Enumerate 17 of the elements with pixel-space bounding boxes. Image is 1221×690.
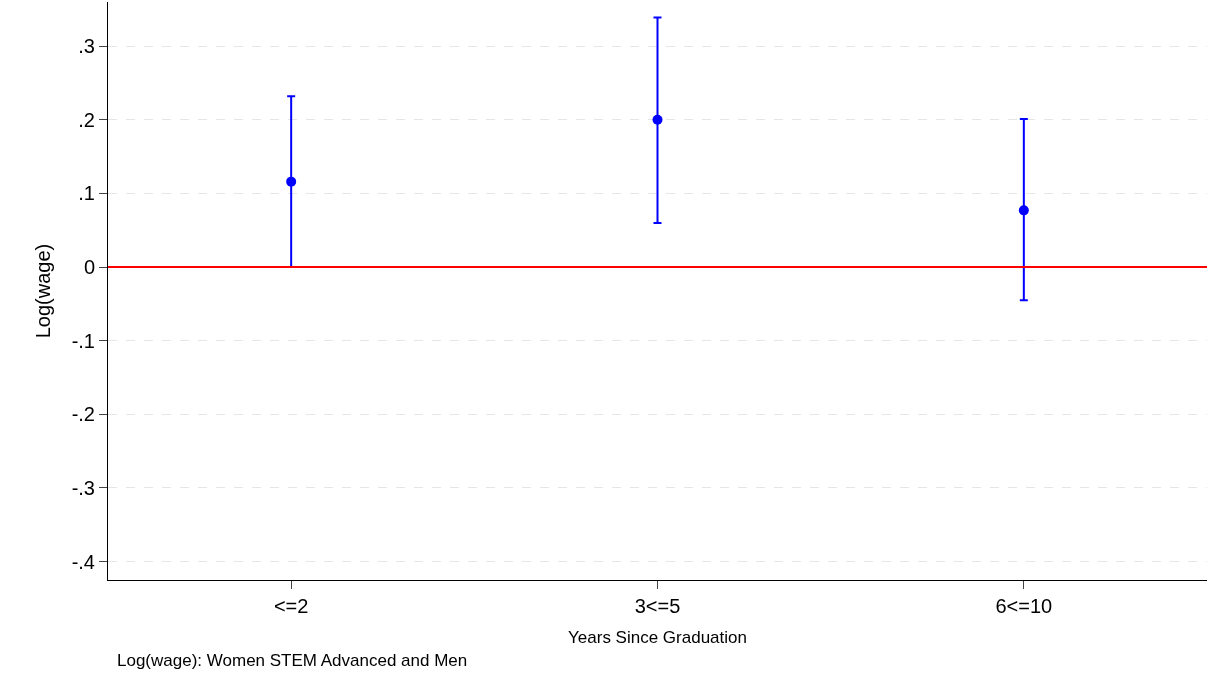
- point: [286, 176, 297, 187]
- y-tick-label: 0: [83, 256, 95, 279]
- text: Log(wage): Women STEM Advanced and Men: [117, 651, 468, 670]
- y-axis-title: Log(wage): [32, 243, 55, 339]
- x-tick-label: 3<=5: [634, 595, 681, 617]
- point: [652, 114, 663, 125]
- y-tick-label: -.3: [71, 476, 95, 499]
- y-tick-label: -.4: [71, 550, 95, 573]
- y-tick-label: -.2: [71, 403, 95, 426]
- y-tick-label: -.1: [71, 329, 95, 352]
- y-tick-label: .3: [78, 35, 95, 58]
- x-tick-label: 6<=10: [995, 595, 1053, 617]
- y-tick-label: .1: [78, 182, 95, 205]
- y-tick-label: .2: [78, 108, 95, 131]
- point: [1018, 205, 1029, 216]
- x-axis-title: Years Since Graduation: [568, 628, 747, 648]
- x-tick-label: <=2: [273, 595, 309, 617]
